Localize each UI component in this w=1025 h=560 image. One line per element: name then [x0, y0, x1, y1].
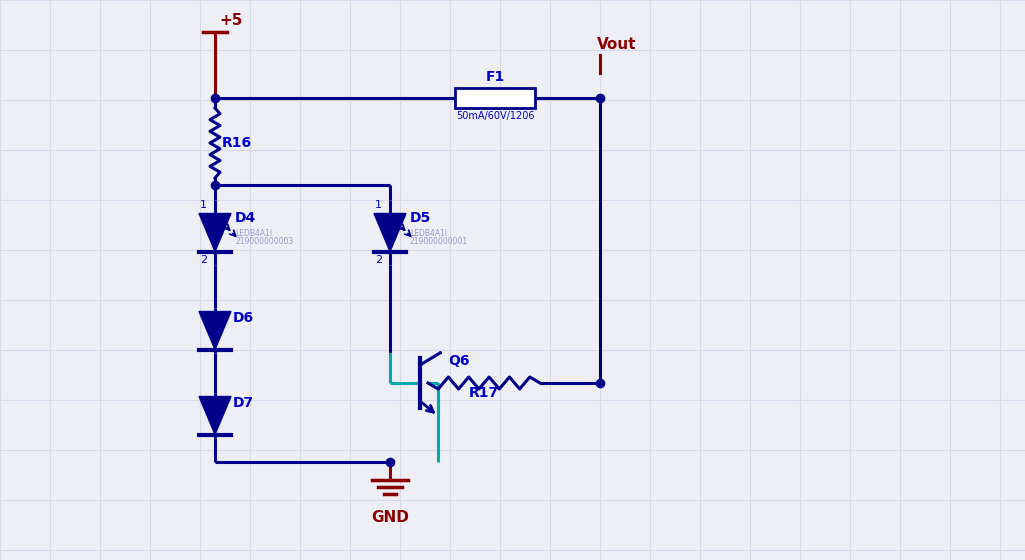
Polygon shape — [199, 311, 231, 349]
Bar — [455, 88, 535, 108]
Text: +5: +5 — [219, 13, 242, 28]
Text: Q6: Q6 — [448, 354, 469, 368]
Text: D5: D5 — [410, 211, 432, 225]
Text: 2: 2 — [375, 255, 382, 265]
Polygon shape — [374, 213, 406, 251]
Text: GND: GND — [371, 510, 409, 525]
Text: 219000000003: 219000000003 — [235, 237, 293, 246]
Text: 1: 1 — [375, 200, 382, 210]
Text: D4: D4 — [235, 211, 256, 225]
Polygon shape — [199, 396, 231, 435]
Text: LEDB4A1I: LEDB4A1I — [235, 229, 272, 238]
Text: D7: D7 — [233, 396, 254, 410]
Text: R16: R16 — [222, 136, 252, 150]
Text: 1: 1 — [200, 200, 207, 210]
Polygon shape — [199, 213, 231, 251]
Text: 50mA/60V/1206: 50mA/60V/1206 — [456, 111, 534, 121]
Text: F1: F1 — [486, 70, 504, 84]
Text: D6: D6 — [233, 311, 254, 325]
Text: R17: R17 — [469, 386, 499, 400]
Text: LEDB4A1I: LEDB4A1I — [410, 229, 447, 238]
Text: 219000000001: 219000000001 — [410, 237, 468, 246]
Text: 2: 2 — [200, 255, 207, 265]
Text: Vout: Vout — [597, 37, 637, 52]
